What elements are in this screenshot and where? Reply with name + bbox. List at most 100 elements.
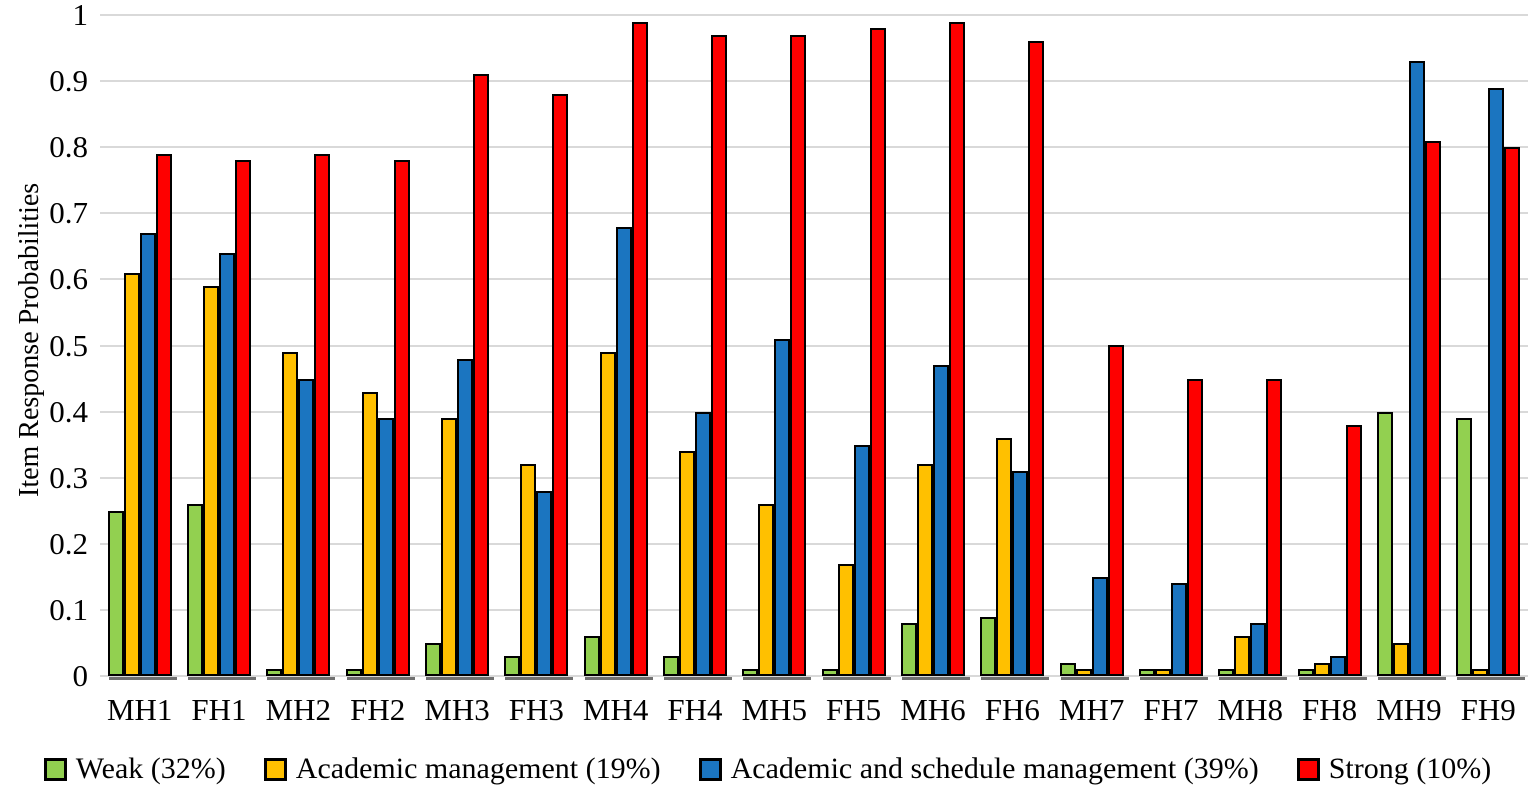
bar-group-MH8 — [1211, 15, 1290, 680]
bar-MH2-weak — [266, 669, 283, 676]
bar-MH1-weak — [107, 511, 124, 676]
gridline-0.6 — [100, 278, 1528, 281]
gridline-0.5 — [100, 344, 1528, 347]
bar-MH8-weak — [1218, 669, 1235, 676]
xtick-label-MH4: MH4 — [582, 692, 649, 727]
bar-FH4-academic — [694, 412, 711, 676]
bar-MH4-academic — [615, 227, 632, 676]
bar-MH6-academic — [916, 464, 933, 676]
bar-MH7-weak — [1059, 663, 1076, 676]
bar-group-MH9 — [1369, 15, 1448, 680]
gridline-0.3 — [100, 476, 1528, 479]
legend-swatch-icon — [263, 757, 287, 781]
ytick-label-0.6: 0.6 — [49, 261, 88, 297]
bar-MH4-strong — [631, 22, 648, 676]
xtick-label-FH2: FH2 — [350, 692, 406, 727]
bar-FH8-weak — [1297, 669, 1314, 676]
gridline-0.7 — [100, 212, 1528, 215]
group-shadow — [1139, 677, 1208, 680]
group-shadow — [425, 677, 494, 680]
bar-FH2-strong — [393, 160, 410, 676]
group-shadow — [505, 677, 574, 680]
ytick-label-0.9: 0.9 — [49, 63, 88, 99]
bar-MH4-academic — [599, 352, 616, 676]
legend-item-2: Academic and schedule management (39%) — [698, 752, 1259, 786]
group-shadow — [822, 677, 891, 680]
xtick-label-FH4: FH4 — [667, 692, 723, 727]
legend-label: Weak (32%) — [75, 752, 226, 785]
group-shadow — [267, 677, 336, 680]
bar-group-MH5 — [735, 15, 814, 680]
bar-MH8-strong — [1266, 379, 1283, 676]
bar-FH8-strong — [1345, 425, 1362, 676]
bar-group-FH4 — [655, 15, 734, 680]
group-shadow — [1060, 677, 1129, 680]
group-shadow — [1298, 677, 1367, 680]
group-shadow — [743, 677, 812, 680]
group-shadow — [981, 677, 1050, 680]
bar-FH5-weak — [821, 669, 838, 676]
gridline-0.1 — [100, 608, 1528, 611]
group-shadow — [1219, 677, 1288, 680]
group-shadow — [346, 677, 415, 680]
bar-group-MH3 — [417, 15, 496, 680]
bar-group-FH3 — [497, 15, 576, 680]
bar-MH8-academic — [1250, 623, 1267, 676]
ytick-label-0.3: 0.3 — [49, 459, 88, 495]
bar-MH5-weak — [742, 669, 759, 676]
ytick-label-0.7: 0.7 — [49, 195, 88, 231]
xtick-label-MH5: MH5 — [741, 692, 808, 727]
bar-MH3-strong — [472, 74, 489, 676]
bar-group-FH7 — [1131, 15, 1210, 680]
bar-FH8-academic — [1313, 663, 1330, 676]
gridline-0.9 — [100, 80, 1528, 83]
bar-FH2-academic — [361, 392, 378, 676]
bar-MH6-strong — [948, 22, 965, 676]
bar-FH1-academic — [202, 286, 219, 676]
xtick-label-FH6: FH6 — [984, 692, 1040, 727]
legend-swatch-icon — [698, 757, 722, 781]
bar-MH9-academic — [1408, 61, 1425, 676]
legend-label: Academic management (19%) — [295, 752, 661, 785]
bar-MH5-strong — [790, 35, 807, 676]
bar-FH9-academic — [1472, 669, 1489, 676]
xtick-label-FH5: FH5 — [826, 692, 882, 727]
bar-FH9-weak — [1456, 418, 1473, 676]
bar-MH8-academic — [1234, 636, 1251, 676]
legend: Weak (32%) Academic management (19%) Acade… — [0, 752, 1535, 786]
group-shadow — [108, 677, 177, 680]
bar-FH8-academic — [1329, 656, 1346, 676]
bar-FH4-strong — [710, 35, 727, 676]
bar-group-MH7 — [1052, 15, 1131, 680]
legend-swatch-icon — [43, 757, 67, 781]
bar-FH1-strong — [234, 160, 251, 676]
group-shadow — [663, 677, 732, 680]
bar-MH1-academic — [123, 273, 140, 676]
xtick-label-MH1: MH1 — [106, 692, 173, 727]
bar-MH3-academic — [456, 359, 473, 676]
xtick-label-FH8: FH8 — [1302, 692, 1358, 727]
ytick-label-0: 0 — [72, 658, 89, 693]
legend-item-1: Academic management (19%) — [263, 752, 661, 786]
bar-FH3-weak — [504, 656, 521, 676]
bar-FH5-strong — [869, 28, 886, 676]
bar-FH3-academic — [536, 491, 553, 676]
bar-FH7-academic — [1170, 583, 1187, 676]
bar-FH5-academic — [837, 564, 854, 676]
bar-group-MH4 — [576, 15, 655, 680]
bar-group-FH8 — [1290, 15, 1369, 680]
bar-groups — [100, 15, 1528, 680]
bar-FH6-weak — [980, 617, 997, 676]
bar-MH2-academic — [282, 352, 299, 676]
bar-MH5-academic — [774, 339, 791, 676]
bar-FH1-weak — [186, 504, 203, 676]
group-shadow — [901, 677, 970, 680]
bar-group-MH1 — [100, 15, 179, 680]
group-shadow — [1457, 677, 1526, 680]
bar-FH6-strong — [1028, 41, 1045, 676]
xtick-label-MH3: MH3 — [424, 692, 490, 727]
bar-MH4-weak — [583, 636, 600, 676]
bar-group-FH5 — [814, 15, 893, 680]
legend-swatch-icon — [1296, 757, 1320, 781]
bar-FH5-academic — [853, 445, 870, 676]
